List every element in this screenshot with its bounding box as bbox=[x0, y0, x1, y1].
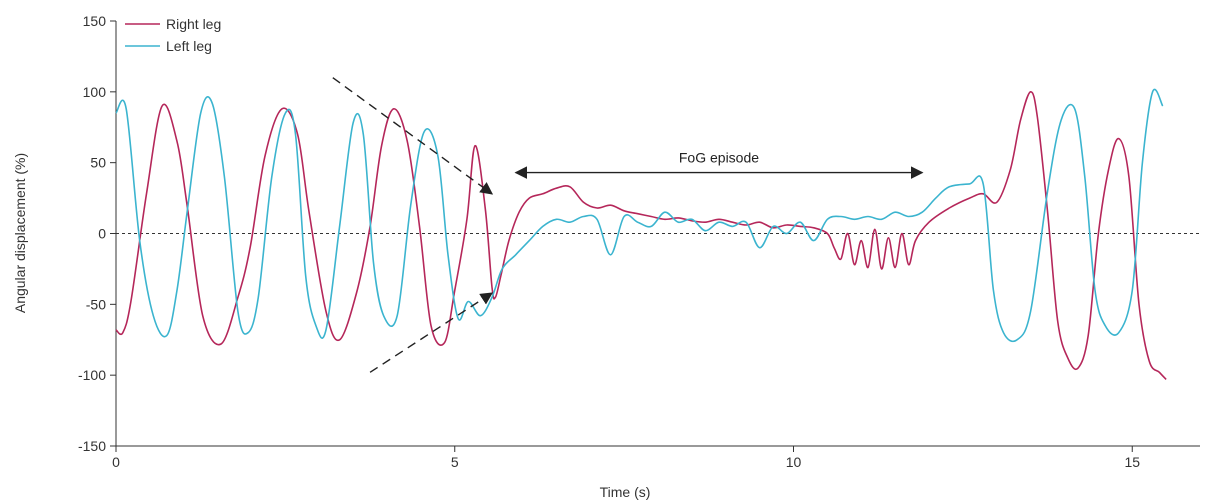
x-axis-title: Time (s) bbox=[600, 484, 651, 500]
x-tick-label: 5 bbox=[451, 454, 459, 470]
y-tick-label: 150 bbox=[83, 13, 107, 29]
annotation-layer bbox=[332, 77, 924, 373]
y-axis-title: Angular displacement (%) bbox=[12, 153, 28, 313]
y-tick-label: -100 bbox=[78, 367, 106, 383]
x-tick-label: 0 bbox=[112, 454, 120, 470]
legend: Right leg Left leg bbox=[125, 16, 221, 54]
legend-label-left-leg: Left leg bbox=[166, 38, 212, 54]
fog-episode-label: FoG episode bbox=[679, 150, 759, 166]
x-tick-label: 15 bbox=[1124, 454, 1140, 470]
upper-converging-dashed-arrow bbox=[332, 77, 494, 195]
x-tick-label: 10 bbox=[786, 454, 802, 470]
y-tick-label: 0 bbox=[98, 226, 106, 242]
axes: -150 -100 -50 0 50 100 150 0 5 10 15 bbox=[78, 13, 1200, 470]
series-line-left-leg bbox=[115, 88, 1164, 343]
y-tick-label: -50 bbox=[86, 296, 106, 312]
legend-label-right-leg: Right leg bbox=[166, 16, 221, 32]
lower-converging-dashed-arrow bbox=[369, 292, 494, 373]
y-tick-label: -150 bbox=[78, 438, 106, 454]
y-tick-label: 100 bbox=[83, 84, 107, 100]
series-layer bbox=[115, 88, 1167, 380]
y-tick-label: 50 bbox=[90, 155, 106, 171]
series-line-right-leg bbox=[115, 91, 1167, 380]
